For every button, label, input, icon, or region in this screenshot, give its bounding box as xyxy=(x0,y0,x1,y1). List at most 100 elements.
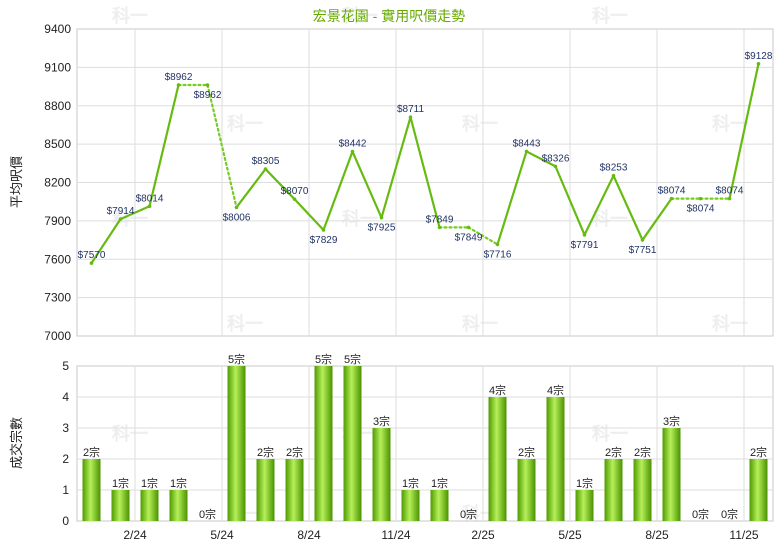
price-value-label: $8074 xyxy=(716,186,744,197)
price-value-label: $7914 xyxy=(107,206,135,217)
bottom-grid: 0 1 2 3 4 5 2/24 5/24 8/24 11/24 2/25 5/25 8/25 11/25 xyxy=(62,359,773,542)
volume-bar xyxy=(227,366,246,521)
volume-value-label: 1宗 xyxy=(431,476,448,490)
bottom-y-tick-label: 0 xyxy=(62,514,69,528)
price-point xyxy=(756,61,761,66)
volume-bars xyxy=(82,366,768,521)
price-segment xyxy=(728,62,760,200)
price-value-label: $8443 xyxy=(513,138,541,149)
price-value-label: $8074 xyxy=(658,186,686,197)
volume-value-label: 2宗 xyxy=(605,445,622,459)
volume-bar xyxy=(285,459,304,521)
price-point xyxy=(640,238,645,242)
top-y-axis-label: 平均呎價 xyxy=(9,156,24,208)
price-point xyxy=(582,233,587,237)
x-tick-label: 5/24 xyxy=(210,528,234,542)
x-tick-label: 8/25 xyxy=(645,528,669,542)
volume-value-label: 4宗 xyxy=(489,383,506,397)
watermark-text: 科一 xyxy=(592,423,628,444)
volume-value-label: 5宗 xyxy=(344,352,361,366)
volume-bar xyxy=(169,490,188,521)
top-y-tick-label: 8500 xyxy=(44,137,71,151)
bottom-y-tick-label: 2 xyxy=(62,452,69,466)
volume-value-label: 0宗 xyxy=(721,507,738,521)
price-value-label: $8962 xyxy=(165,72,193,83)
top-y-tick-label: 7300 xyxy=(44,291,71,305)
price-point xyxy=(118,217,123,221)
price-value-label: $7829 xyxy=(310,235,338,246)
price-segment xyxy=(90,217,122,265)
price-segment xyxy=(119,205,151,221)
volume-bar xyxy=(111,490,130,521)
volume-value-label: 0宗 xyxy=(460,507,477,521)
volume-value-label: 2宗 xyxy=(518,445,535,459)
price-segment xyxy=(583,174,615,236)
price-value-label: $8070 xyxy=(281,186,309,197)
top-y-tick-label: 7600 xyxy=(44,252,71,266)
watermark-text: 科一 xyxy=(112,423,148,444)
price-point xyxy=(727,196,732,201)
watermark-text: 科一 xyxy=(342,208,378,229)
watermark-text: 科一 xyxy=(712,113,748,134)
price-point xyxy=(350,149,355,154)
watermark-text: 科一 xyxy=(462,113,498,134)
price-point xyxy=(176,83,181,87)
bottom-y-tick-label: 4 xyxy=(62,390,69,404)
volume-value-label: 3宗 xyxy=(373,414,390,428)
price-segment xyxy=(641,197,673,242)
bottom-y-tick-label: 1 xyxy=(62,483,69,497)
volume-value-label: 3宗 xyxy=(663,414,680,428)
price-point xyxy=(147,204,152,209)
x-tick-label: 5/25 xyxy=(558,528,582,542)
volume-value-label: 2宗 xyxy=(750,445,767,459)
price-segment xyxy=(264,167,296,201)
price-point xyxy=(611,173,616,178)
price-value-label: $8442 xyxy=(339,139,367,150)
price-point xyxy=(524,149,529,154)
price-value-label: $7925 xyxy=(368,223,396,234)
volume-bar xyxy=(82,459,101,521)
volume-bar xyxy=(749,459,768,521)
price-value-label: $8711 xyxy=(397,104,425,115)
price-value-label: $8326 xyxy=(542,153,570,164)
watermark-text: 科一 xyxy=(592,208,628,229)
x-tick-label: 11/24 xyxy=(381,528,410,542)
volume-bar xyxy=(140,490,159,521)
watermark-layer: 科一科一科一科一科一科一科一科一科一科一科一科一科一科一科一科一科一 xyxy=(112,5,748,524)
volume-bar xyxy=(604,459,623,521)
volume-bar xyxy=(343,366,362,521)
volume-bar xyxy=(517,459,536,521)
price-segment xyxy=(554,165,586,236)
price-point xyxy=(292,197,297,201)
top-y-tick-label: 9400 xyxy=(44,22,71,36)
price-segment xyxy=(148,83,180,208)
top-y-tick-label: 8800 xyxy=(44,99,71,113)
volume-bar xyxy=(488,397,507,521)
volume-bar xyxy=(633,459,652,521)
x-tick-label: 11/25 xyxy=(729,528,758,542)
watermark-text: 科一 xyxy=(342,5,378,26)
volume-bar xyxy=(575,490,594,521)
volume-value-label: 0宗 xyxy=(199,507,216,521)
volume-value-label: 1宗 xyxy=(402,476,419,490)
price-point xyxy=(234,205,239,210)
volume-value-label: 5宗 xyxy=(228,352,245,366)
bottom-y-tick-label: 3 xyxy=(62,421,69,435)
bottom-y-axis-label: 成交宗數 xyxy=(9,417,24,469)
price-segment xyxy=(409,116,441,229)
price-point xyxy=(698,196,703,201)
price-value-label: $8006 xyxy=(223,212,251,223)
price-value-label: $8305 xyxy=(252,156,280,167)
price-segment xyxy=(351,150,383,219)
volume-value-label: 2宗 xyxy=(257,445,274,459)
price-value-label: $7716 xyxy=(484,249,512,260)
price-value-label: $7849 xyxy=(455,232,483,243)
price-point xyxy=(495,242,500,247)
watermark-text: 科一 xyxy=(227,113,263,134)
volume-value-label: 2宗 xyxy=(83,445,100,459)
volume-value-label: 4宗 xyxy=(547,383,564,397)
volume-bar xyxy=(401,490,420,521)
volume-bar xyxy=(314,366,333,521)
volume-value-label: 1宗 xyxy=(170,476,187,490)
x-tick-label: 2/25 xyxy=(471,528,495,542)
